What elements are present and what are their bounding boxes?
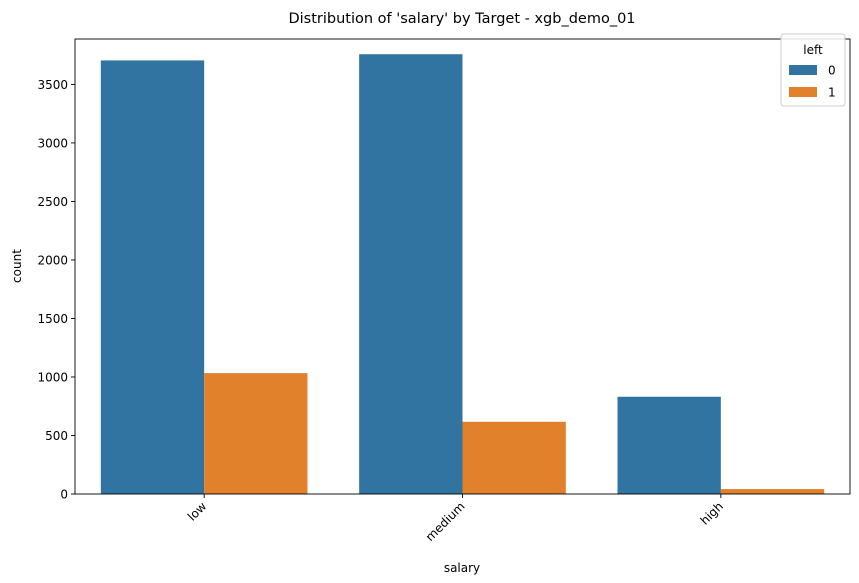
- chart-title: Distribution of 'salary' by Target - xgb…: [288, 11, 635, 27]
- y-tick-label: 2500: [37, 195, 68, 209]
- bars-group: [100, 54, 825, 495]
- y-tick-label: 1000: [37, 370, 68, 384]
- legend-swatch: [789, 87, 817, 97]
- y-tick-label: 3500: [37, 78, 68, 92]
- legend-label: 0: [828, 64, 836, 78]
- x-tick-label: medium: [423, 499, 468, 544]
- legend-label: 1: [828, 86, 836, 100]
- y-tick-label: 500: [45, 429, 68, 443]
- x-tick-label: high: [698, 499, 726, 527]
- x-axis: low medium high: [185, 494, 726, 544]
- legend-entries: 01: [789, 64, 836, 100]
- legend-swatch: [789, 65, 817, 75]
- y-tick-label: 1500: [37, 312, 68, 326]
- bar-low-left-1: [204, 373, 308, 494]
- x-tick-label: low: [185, 499, 210, 524]
- bar-high-left-1: [720, 489, 825, 494]
- bar-medium-left-0: [359, 54, 463, 495]
- x-axis-label: salary: [444, 561, 480, 575]
- y-tick-label: 3000: [37, 136, 68, 150]
- y-axis-label: count: [10, 249, 24, 283]
- legend: left 01: [780, 33, 846, 107]
- bar-medium-left-1: [462, 421, 566, 494]
- plot-frame: [74, 38, 851, 495]
- bar-high-left-0: [617, 396, 721, 494]
- y-axis: 0 500 1000 1500 2000 2500 3000 3500: [37, 78, 75, 502]
- y-tick-label: 2000: [37, 253, 68, 267]
- bar-low-left-0: [100, 60, 205, 494]
- y-tick-label: 0: [60, 488, 68, 502]
- legend-title: left: [803, 43, 823, 57]
